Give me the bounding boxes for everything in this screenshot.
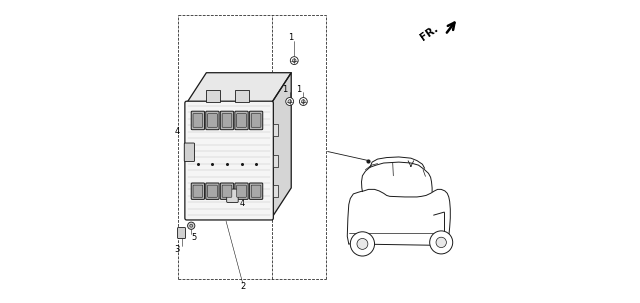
FancyBboxPatch shape — [193, 185, 203, 197]
Polygon shape — [271, 73, 291, 218]
FancyBboxPatch shape — [235, 183, 248, 199]
FancyBboxPatch shape — [250, 183, 263, 199]
Circle shape — [288, 100, 291, 103]
Text: 4: 4 — [175, 127, 180, 136]
FancyBboxPatch shape — [193, 114, 203, 127]
Text: 5: 5 — [191, 233, 197, 242]
FancyBboxPatch shape — [252, 114, 261, 127]
Circle shape — [301, 100, 305, 103]
FancyBboxPatch shape — [206, 111, 219, 130]
Text: 1: 1 — [296, 85, 301, 94]
FancyBboxPatch shape — [207, 185, 218, 197]
FancyBboxPatch shape — [177, 228, 186, 238]
Text: 1: 1 — [282, 85, 288, 94]
FancyBboxPatch shape — [252, 185, 261, 197]
Text: 1: 1 — [288, 33, 293, 42]
FancyBboxPatch shape — [227, 189, 238, 202]
Circle shape — [300, 98, 307, 105]
FancyBboxPatch shape — [220, 183, 234, 199]
FancyBboxPatch shape — [237, 185, 246, 197]
FancyBboxPatch shape — [185, 101, 273, 220]
Polygon shape — [187, 73, 291, 103]
FancyBboxPatch shape — [220, 111, 234, 130]
Bar — [273, 124, 278, 136]
Text: 4: 4 — [240, 198, 245, 208]
Circle shape — [291, 57, 298, 65]
FancyBboxPatch shape — [235, 111, 248, 130]
FancyBboxPatch shape — [206, 183, 219, 199]
Bar — [235, 90, 249, 102]
FancyBboxPatch shape — [250, 111, 263, 130]
Text: 3: 3 — [174, 245, 180, 255]
Circle shape — [286, 98, 294, 105]
Circle shape — [190, 224, 193, 227]
Bar — [273, 185, 278, 197]
Text: FR.: FR. — [419, 23, 440, 42]
FancyBboxPatch shape — [191, 183, 205, 199]
Circle shape — [350, 232, 374, 256]
Circle shape — [436, 237, 446, 248]
FancyBboxPatch shape — [207, 114, 218, 127]
FancyBboxPatch shape — [222, 185, 232, 197]
FancyBboxPatch shape — [237, 114, 246, 127]
FancyBboxPatch shape — [184, 143, 195, 161]
Circle shape — [188, 222, 195, 229]
Circle shape — [292, 59, 296, 62]
FancyBboxPatch shape — [191, 111, 205, 130]
Bar — [206, 90, 220, 102]
FancyBboxPatch shape — [222, 114, 232, 127]
Text: 2: 2 — [240, 282, 245, 291]
Circle shape — [429, 231, 452, 254]
Bar — [273, 155, 278, 167]
Circle shape — [357, 238, 368, 249]
